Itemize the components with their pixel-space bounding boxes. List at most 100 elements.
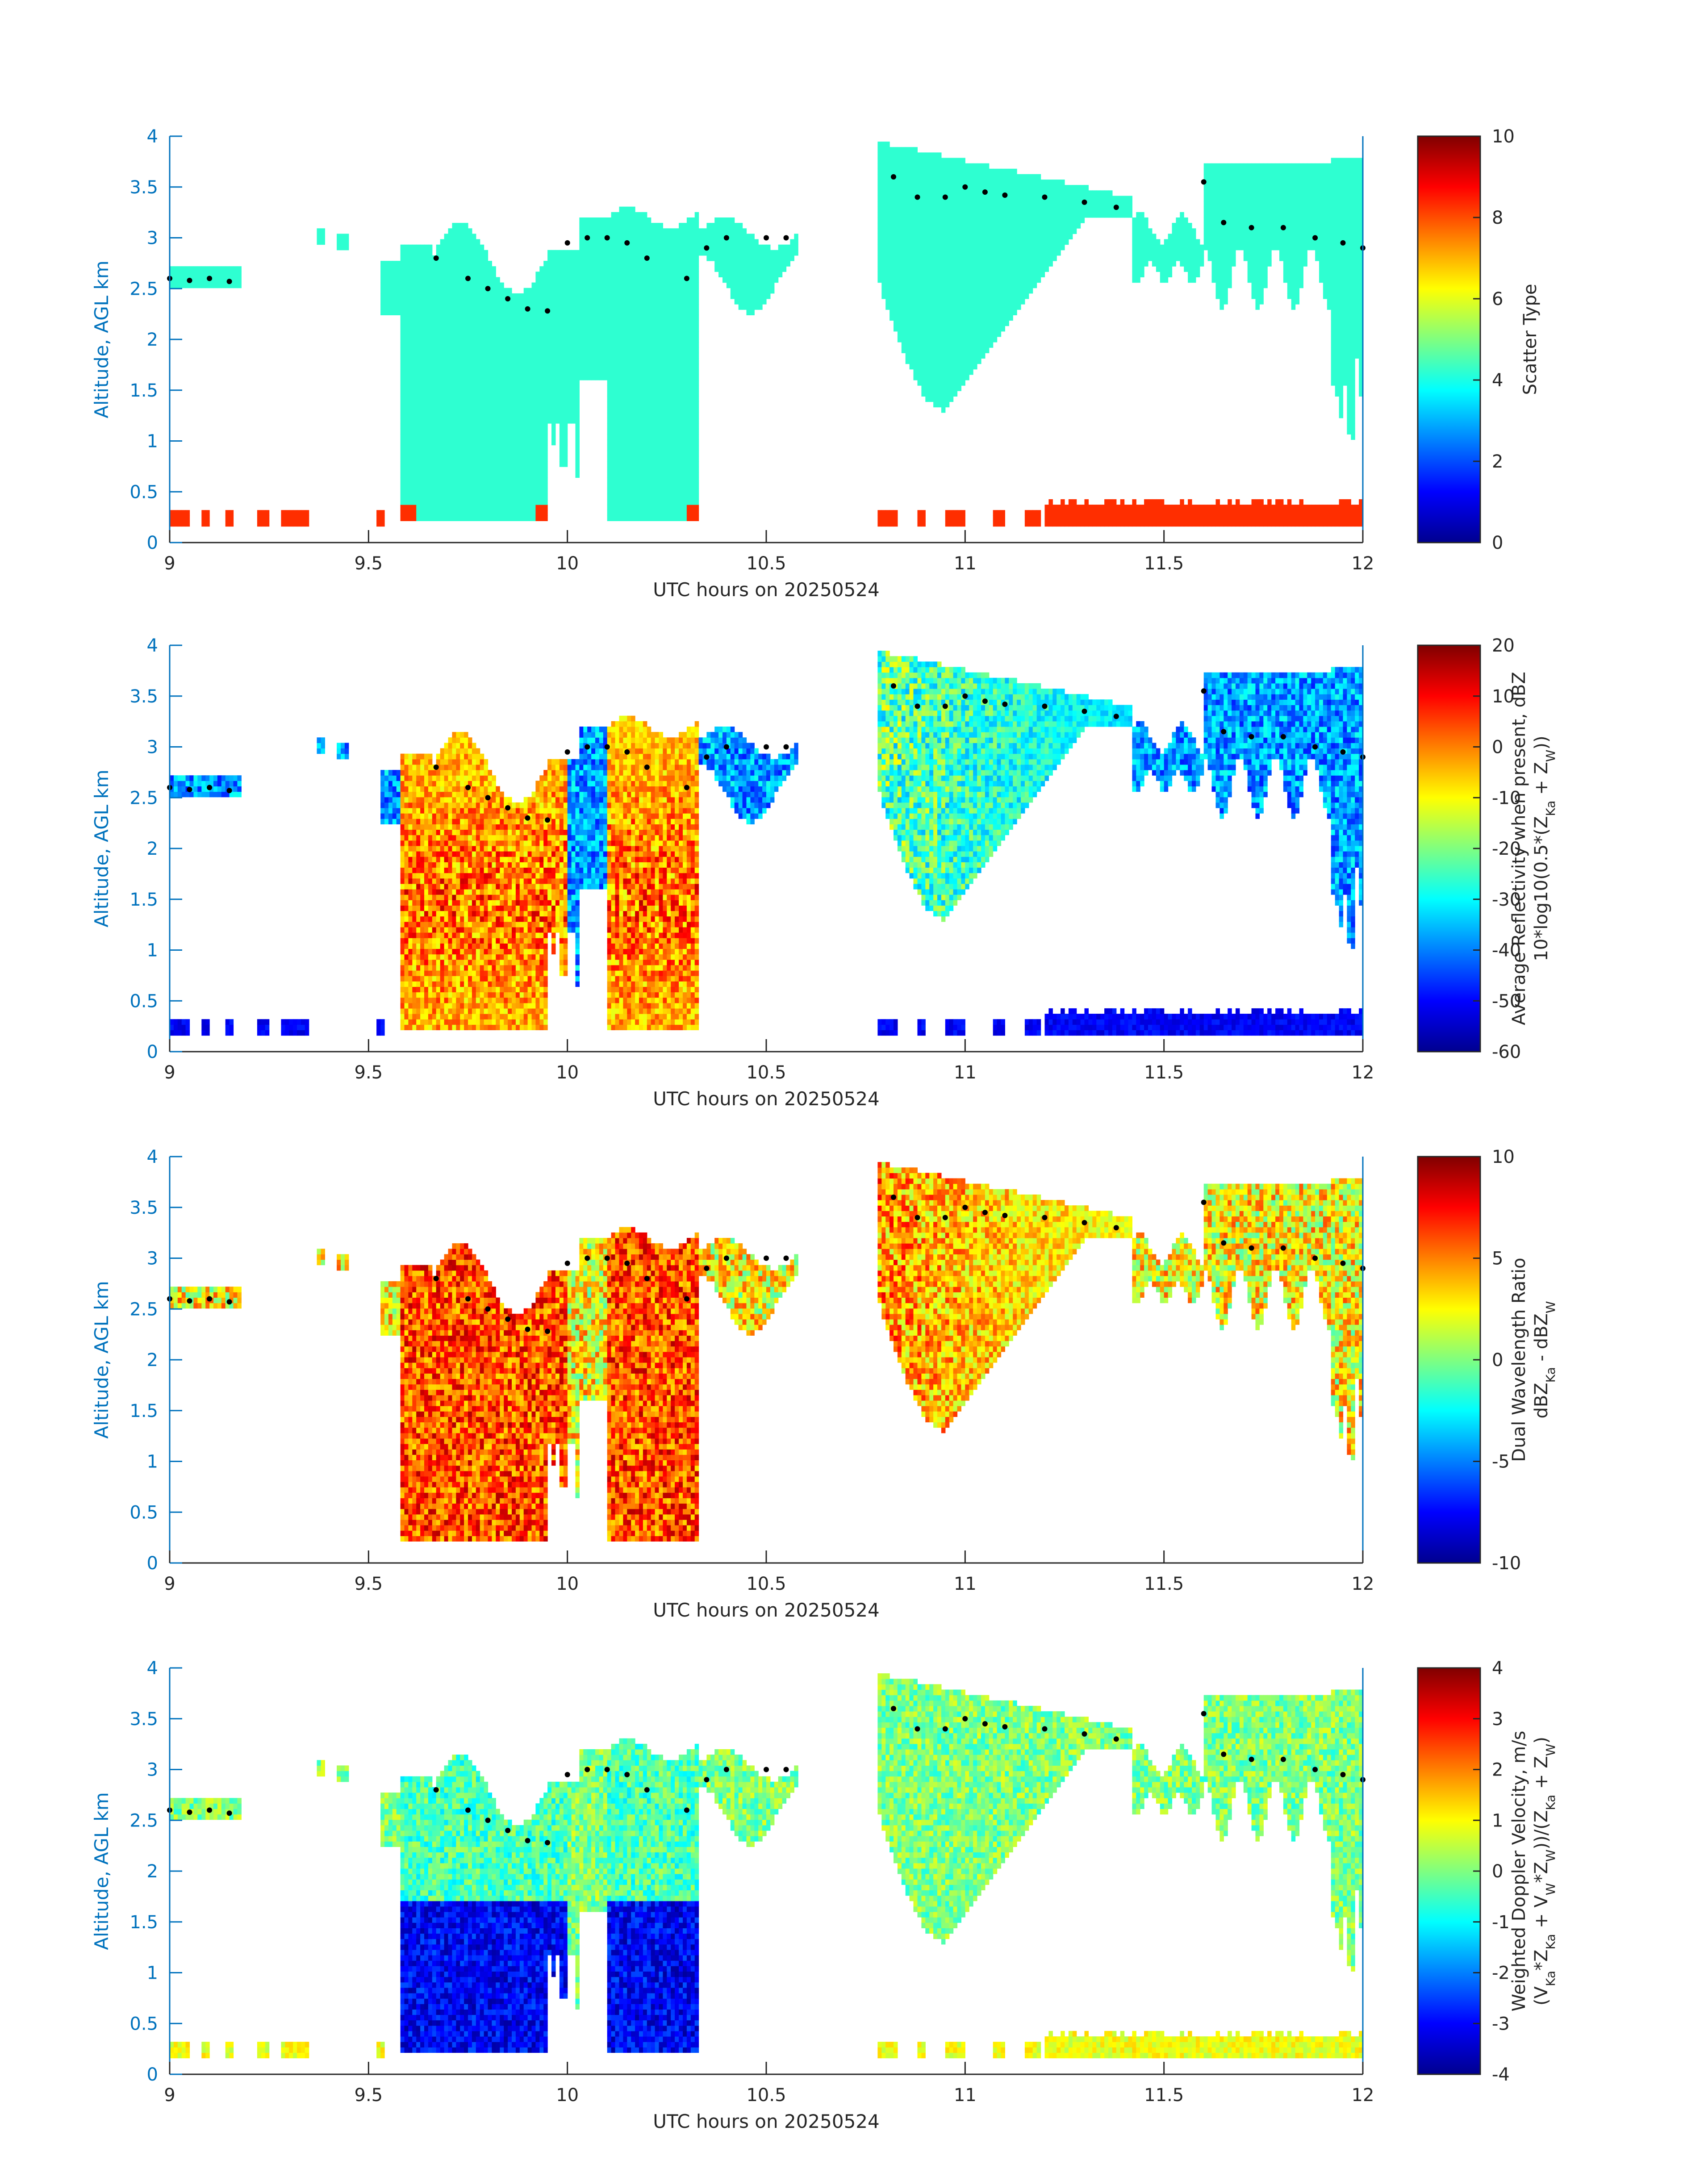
heatmap-cell xyxy=(587,321,592,326)
heatmap-cell xyxy=(623,396,627,402)
heatmap-cell xyxy=(504,418,508,424)
heatmap-cell xyxy=(659,342,664,348)
heatmap-cell xyxy=(885,212,890,218)
heatmap-cell xyxy=(937,223,942,229)
heatmap-cell xyxy=(420,434,425,440)
heatmap-cell xyxy=(929,223,934,229)
heatmap-cell xyxy=(945,234,950,239)
heatmap-cell xyxy=(898,223,902,229)
heatmap-cell xyxy=(914,228,918,234)
heatmap-cell xyxy=(639,359,643,364)
heatmap-cell xyxy=(762,299,767,305)
heatmap-cell xyxy=(898,337,902,343)
heatmap-cell xyxy=(543,331,548,337)
heatmap-cell xyxy=(611,489,616,494)
heatmap-cell xyxy=(643,413,647,418)
heatmap-cell xyxy=(297,515,301,521)
heatmap-cell xyxy=(683,456,687,462)
heatmap-cell xyxy=(512,445,516,451)
heatmap-cell xyxy=(639,472,643,478)
heatmap-cell xyxy=(957,163,962,169)
heatmap-cell xyxy=(468,440,472,446)
heatmap-cell xyxy=(695,413,699,418)
heatmap-cell xyxy=(671,228,675,234)
heatmap-cell xyxy=(627,413,631,418)
heatmap-cell xyxy=(925,201,930,207)
heatmap-cell xyxy=(484,353,489,359)
heatmap-cell xyxy=(655,505,660,510)
heatmap-cell xyxy=(663,353,667,359)
heatmap-cell xyxy=(647,293,651,299)
heatmap-cell xyxy=(679,359,683,364)
heatmap-cell xyxy=(500,402,504,408)
heatmap-cell xyxy=(201,510,206,516)
heatmap-cell xyxy=(424,293,429,299)
heatmap-cell xyxy=(877,217,882,223)
heatmap-cell xyxy=(675,245,679,251)
heatmap-cell xyxy=(492,347,496,353)
heatmap-cell xyxy=(667,245,671,251)
heatmap-cell xyxy=(881,174,886,180)
heatmap-cell xyxy=(528,413,532,418)
heatmap-cell xyxy=(921,391,926,397)
heatmap-cell xyxy=(766,293,771,299)
heatmap-cell xyxy=(500,331,504,337)
heatmap-cell xyxy=(671,423,675,429)
heatmap-cell xyxy=(607,245,612,251)
heatmap-cell xyxy=(480,472,484,478)
heatmap-cell xyxy=(877,185,882,191)
heatmap-cell xyxy=(543,347,548,353)
heatmap-cell xyxy=(651,413,656,418)
heatmap-cell xyxy=(929,245,934,251)
heatmap-cell xyxy=(770,261,775,267)
heatmap-cell xyxy=(718,234,723,239)
heatmap-cell xyxy=(603,299,608,305)
heatmap-cell xyxy=(877,277,882,283)
heatmap-cell xyxy=(583,331,588,337)
heatmap-cell xyxy=(937,250,942,256)
heatmap-cell xyxy=(794,250,798,256)
heatmap-cell xyxy=(937,288,942,294)
heatmap-cell xyxy=(436,505,441,510)
heatmap-cell xyxy=(631,413,635,418)
heatmap-cell xyxy=(933,364,938,370)
heatmap-cell xyxy=(551,250,556,256)
heatmap-cell xyxy=(226,515,230,521)
heatmap-cell xyxy=(401,245,405,251)
heatmap-cell xyxy=(560,299,564,305)
heatmap-cell xyxy=(460,407,464,413)
heatmap-cell xyxy=(405,309,409,315)
heatmap-cell xyxy=(933,309,938,315)
heatmap-cell xyxy=(889,217,894,223)
heatmap-cell xyxy=(460,293,464,299)
heatmap-cell xyxy=(607,299,612,305)
heatmap-cell xyxy=(655,440,660,446)
heatmap-cell xyxy=(532,375,536,380)
heatmap-cell xyxy=(945,396,950,402)
heatmap-cell xyxy=(484,347,489,353)
heatmap-cell xyxy=(671,385,675,391)
heatmap-cell xyxy=(221,277,226,283)
heatmap-cell xyxy=(894,147,898,153)
heatmap-cell xyxy=(504,456,508,462)
heatmap-cell xyxy=(416,451,421,456)
heatmap-cell xyxy=(881,277,886,283)
heatmap-cell xyxy=(520,353,524,359)
heatmap-cell xyxy=(547,380,552,386)
heatmap-cell xyxy=(889,147,894,153)
heatmap-cell xyxy=(937,174,942,180)
heatmap-cell xyxy=(918,277,922,283)
heatmap-cell xyxy=(500,353,504,359)
heatmap-cell xyxy=(428,483,433,489)
heatmap-cell xyxy=(949,299,954,305)
heatmap-cell xyxy=(881,234,886,239)
heatmap-cell xyxy=(516,515,520,521)
heatmap-cell xyxy=(500,299,504,305)
heatmap-cell xyxy=(925,375,930,380)
heatmap-cell xyxy=(416,494,421,500)
heatmap-cell xyxy=(508,472,512,478)
heatmap-cell xyxy=(492,331,496,337)
heatmap-cell xyxy=(468,375,472,380)
heatmap-cell xyxy=(488,423,493,429)
heatmap-cell xyxy=(615,321,620,326)
